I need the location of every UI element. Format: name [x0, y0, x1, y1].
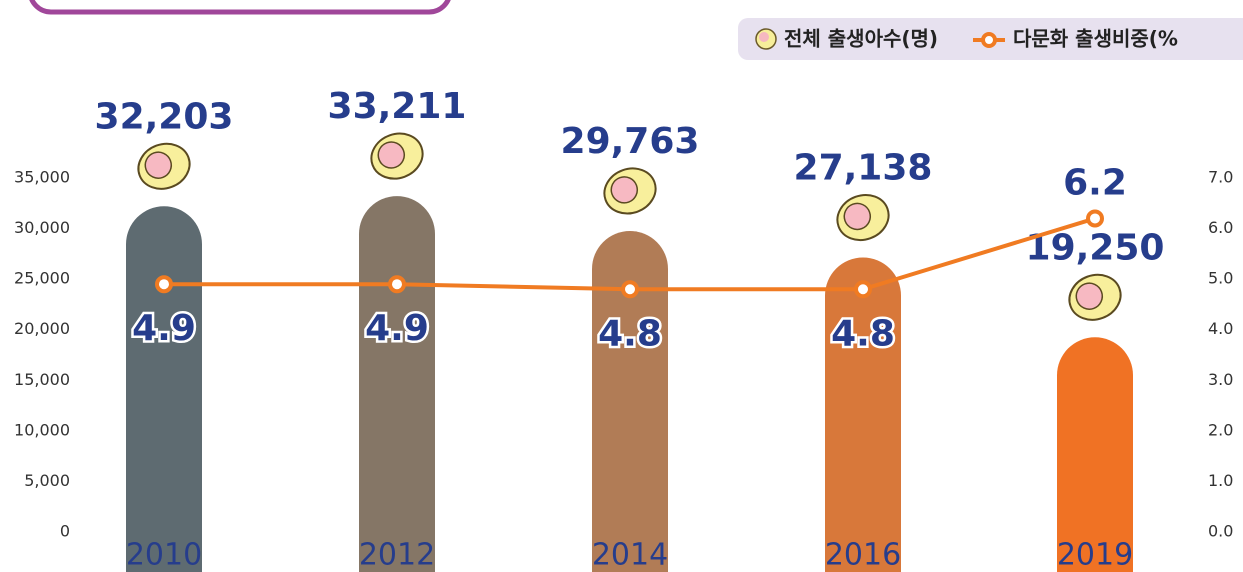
baby-icon — [1068, 273, 1122, 321]
bar — [359, 196, 435, 572]
y-tick-label: 5,000 — [24, 471, 70, 490]
y-tick-label: 35,000 — [14, 168, 70, 187]
baby-icon — [603, 167, 657, 215]
baby-icon — [370, 132, 424, 180]
y-tick-label: 30,000 — [14, 218, 70, 237]
y-tick-label: 25,000 — [14, 269, 70, 288]
baby-face — [144, 151, 173, 179]
bar — [126, 206, 202, 572]
baby-face — [377, 141, 406, 169]
x-tick-label: 2019 — [1057, 538, 1133, 572]
y-tick-label: 15,000 — [14, 370, 70, 389]
line-value-label: 4.8 — [598, 313, 662, 354]
line-marker — [854, 280, 872, 299]
y2-tick-label: 3.0 — [1208, 370, 1233, 389]
bar-value-label: 27,138 — [794, 148, 933, 189]
baby-face — [1075, 282, 1104, 310]
legend-icon — [759, 32, 769, 42]
legend-marker — [981, 32, 997, 48]
bar — [1057, 337, 1133, 572]
line-marker — [1086, 209, 1104, 228]
line-value-label: 4.8 — [831, 313, 895, 354]
y-tick-label: 20,000 — [14, 319, 70, 338]
y2-tick-label: 5.0 — [1208, 269, 1233, 288]
y-tick-label: 0 — [60, 522, 70, 541]
legend-label: 다문화 출생비중(% — [1013, 27, 1178, 51]
baby-icon — [137, 142, 191, 190]
line-marker — [388, 275, 406, 294]
bar — [592, 230, 668, 572]
bar-value-label: 32,203 — [95, 96, 234, 137]
x-tick-label: 2012 — [359, 538, 435, 572]
baby-face — [843, 202, 872, 231]
y2-tick-label: 2.0 — [1208, 420, 1233, 439]
baby-face — [610, 176, 639, 204]
bar-value-label: 33,211 — [328, 86, 467, 127]
y2-tick-label: 4.0 — [1208, 319, 1233, 338]
x-tick-label: 2010 — [126, 538, 202, 572]
line-marker — [621, 280, 639, 299]
y2-tick-label: 6.0 — [1208, 218, 1233, 237]
y2-tick-label: 7.0 — [1208, 168, 1233, 187]
x-tick-label: 2016 — [825, 538, 901, 572]
y-tick-label: 10,000 — [14, 420, 70, 439]
line-value-label: 4.9 — [132, 308, 196, 349]
legend-label: 전체 출생아수(명) — [784, 27, 938, 51]
line-value-label: 6.2 — [1063, 162, 1127, 203]
bar-value-label: 29,763 — [561, 121, 700, 162]
bar — [825, 257, 901, 572]
baby-icon — [836, 194, 890, 242]
x-tick-label: 2014 — [592, 538, 668, 572]
header-box — [29, 0, 451, 15]
y2-tick-label: 0.0 — [1208, 522, 1233, 541]
line-value-label: 4.9 — [365, 308, 429, 349]
line-marker — [155, 275, 173, 294]
y2-tick-label: 1.0 — [1208, 471, 1233, 490]
